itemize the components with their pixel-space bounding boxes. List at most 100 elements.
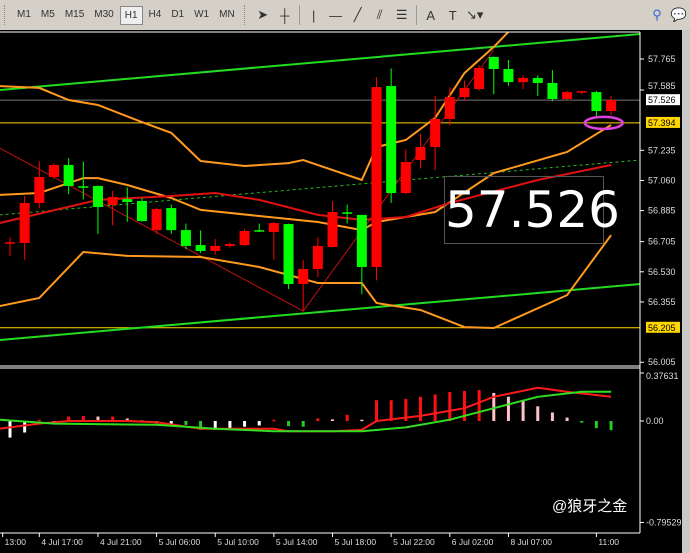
candle bbox=[298, 259, 309, 312]
text-label-icon[interactable]: T bbox=[448, 7, 457, 23]
watermark: @狼牙之金 bbox=[552, 498, 628, 515]
timeframe-mn[interactable]: MN bbox=[219, 8, 235, 20]
candle bbox=[136, 197, 147, 222]
toolbar-grip[interactable] bbox=[4, 5, 8, 25]
cursor-icon[interactable]: ➤ bbox=[257, 7, 269, 22]
fibonacci-icon[interactable]: ☰ bbox=[395, 7, 408, 22]
candle bbox=[239, 228, 250, 246]
horizontal-line-icon[interactable]: — bbox=[329, 7, 343, 23]
candle-body bbox=[239, 230, 250, 246]
channel-middle-line bbox=[0, 159, 640, 216]
crosshair-icon[interactable]: ┼ bbox=[280, 7, 290, 23]
vertical-line-icon[interactable]: | bbox=[311, 7, 316, 23]
candle bbox=[606, 96, 617, 115]
candle bbox=[356, 214, 367, 295]
candle bbox=[386, 68, 397, 203]
candle bbox=[474, 65, 485, 91]
histogram-bar bbox=[536, 406, 540, 421]
candle-body bbox=[34, 177, 45, 204]
time-tick-label: 5 Jul 10:00 bbox=[217, 537, 259, 547]
search-icon[interactable]: ⚲ bbox=[652, 7, 662, 22]
candle bbox=[268, 221, 279, 260]
candle-body bbox=[19, 203, 30, 244]
histogram-bar bbox=[375, 400, 378, 421]
level-price-label: 56.205 bbox=[648, 323, 676, 333]
timeframe-w1[interactable]: W1 bbox=[194, 8, 210, 20]
candle bbox=[19, 195, 30, 260]
candle-body bbox=[518, 77, 529, 83]
histogram-bar bbox=[287, 421, 291, 427]
candle-body bbox=[606, 100, 617, 112]
timeframe-m15[interactable]: M15 bbox=[64, 8, 85, 20]
candle-body bbox=[312, 245, 323, 270]
timeframe-m5[interactable]: M5 bbox=[40, 8, 55, 20]
histogram-bar bbox=[389, 400, 393, 421]
timeframe-h4[interactable]: H4 bbox=[148, 8, 162, 20]
time-tick-label: 5 Jul 22:00 bbox=[393, 537, 435, 547]
candle bbox=[195, 230, 206, 253]
histogram-bar bbox=[345, 414, 349, 421]
time-tick-label: 5 Jul 14:00 bbox=[276, 537, 318, 547]
arrows-dropdown-icon[interactable]: ↘▾ bbox=[465, 7, 484, 22]
trendline-icon[interactable]: ╱ bbox=[353, 7, 362, 22]
timeframe-d1[interactable]: D1 bbox=[171, 8, 185, 20]
candle-body bbox=[166, 208, 177, 231]
histogram-bar bbox=[404, 398, 408, 421]
vertical-scrollbar[interactable] bbox=[682, 30, 690, 553]
histogram-bar bbox=[477, 389, 481, 421]
price-tick-label: 57.765 bbox=[648, 54, 676, 64]
candle bbox=[180, 223, 191, 250]
histogram-bar bbox=[67, 416, 71, 421]
price-tick-label: 56.530 bbox=[648, 267, 676, 277]
time-tick-label: 8 Jul 07:00 bbox=[510, 537, 552, 547]
timeframe-h1[interactable]: H1 bbox=[119, 5, 143, 25]
candle-body bbox=[474, 67, 485, 89]
histogram-bar bbox=[433, 394, 437, 421]
price-tick-label: 57.585 bbox=[648, 81, 676, 91]
candle bbox=[562, 90, 573, 100]
candle bbox=[5, 237, 15, 257]
toolbar-grip[interactable] bbox=[243, 5, 248, 25]
histogram-bar bbox=[331, 419, 335, 421]
candle-body bbox=[48, 164, 59, 178]
candle-body bbox=[371, 87, 382, 267]
candle bbox=[430, 96, 441, 171]
candle bbox=[591, 90, 602, 117]
candle-body bbox=[327, 212, 338, 247]
candle bbox=[34, 161, 45, 209]
time-tick-label: 11:00 bbox=[598, 537, 619, 547]
histogram-bar bbox=[199, 421, 203, 430]
timeframe-m1[interactable]: M1 bbox=[17, 8, 31, 20]
timeframe-m30[interactable]: M30 bbox=[94, 8, 114, 20]
candle bbox=[459, 80, 470, 102]
indicator-green-line bbox=[0, 390, 612, 433]
indicator-plot bbox=[0, 386, 613, 438]
big-price-label: 57.526 bbox=[444, 176, 620, 244]
histogram-bar bbox=[506, 396, 510, 421]
candle-body bbox=[547, 82, 558, 99]
histogram-bar bbox=[37, 419, 41, 422]
price-chart[interactable]: 57.765 57.585 57.235 57.060 56.885 56.705 56.5… bbox=[0, 30, 690, 553]
candle-body bbox=[63, 164, 74, 186]
main-plot bbox=[0, 32, 640, 341]
candle bbox=[166, 204, 177, 234]
candle-body bbox=[122, 199, 133, 203]
price-tick-label: 56.355 bbox=[648, 297, 676, 307]
candle bbox=[107, 190, 118, 226]
candle-body bbox=[92, 185, 103, 208]
text-icon[interactable]: A bbox=[426, 7, 435, 23]
candle bbox=[400, 149, 411, 195]
candle bbox=[122, 187, 133, 222]
candle-body bbox=[562, 92, 573, 99]
toolbar-separator bbox=[415, 5, 417, 25]
price-tick-label: 56.005 bbox=[648, 357, 676, 367]
highlight-ellipse bbox=[583, 115, 624, 131]
channel-icon[interactable]: ⫽ bbox=[376, 7, 383, 22]
chat-icon[interactable]: 💬 bbox=[670, 7, 688, 22]
candle bbox=[371, 77, 382, 281]
candle-body bbox=[430, 118, 441, 148]
candle bbox=[576, 90, 587, 95]
bollinger-lower-line bbox=[0, 234, 612, 330]
candle bbox=[503, 59, 514, 86]
bollinger-middle-line bbox=[0, 124, 612, 232]
